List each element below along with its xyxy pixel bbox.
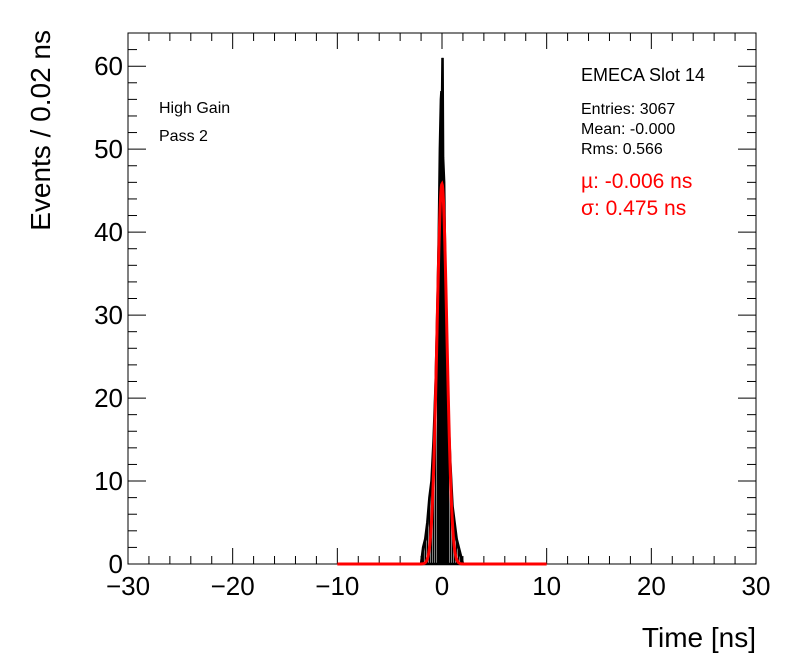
y-tick-label: 40 [94, 217, 123, 247]
x-tick-label: 20 [637, 571, 666, 601]
axis-ticks [127, 32, 757, 565]
y-tick-label: 20 [94, 383, 123, 413]
y-tick-label: 50 [94, 134, 123, 164]
x-tick-label: 30 [742, 571, 771, 601]
fit-curve-group [337, 180, 547, 566]
histogram [419, 57, 465, 566]
annotation-high-gain: High Gain [159, 100, 230, 117]
y-tick-label: 10 [94, 466, 123, 496]
fit-sigma-label: σ: 0.475 ns [581, 197, 686, 220]
stats-mean: Mean: -0.000 [581, 121, 675, 138]
y-tick-label: 0 [109, 549, 123, 579]
y-tick-label: 60 [94, 51, 123, 81]
y-axis-title: Events / 0.02 ns [25, 30, 56, 231]
x-tick-label: 0 [435, 571, 449, 601]
x-tick-label: −30 [106, 571, 150, 601]
x-tick-label: −10 [315, 571, 359, 601]
y-tick-label: 30 [94, 300, 123, 330]
stats-entries: Entries: 3067 [581, 101, 675, 118]
annotation-pass: Pass 2 [159, 128, 208, 145]
tick-labels: −30 −20 −10 0 10 20 30 0 10 20 30 40 50 60 [94, 51, 770, 601]
fit-curve [337, 180, 547, 566]
stats-title: EMECA Slot 14 [581, 65, 705, 85]
stats-rms: Rms: 0.566 [581, 141, 663, 158]
x-tick-label: −20 [211, 571, 255, 601]
x-tick-label: 10 [532, 571, 561, 601]
fit-mu-label: µ: -0.006 ns [581, 170, 692, 193]
x-axis-title: Time [ns] [642, 622, 756, 653]
